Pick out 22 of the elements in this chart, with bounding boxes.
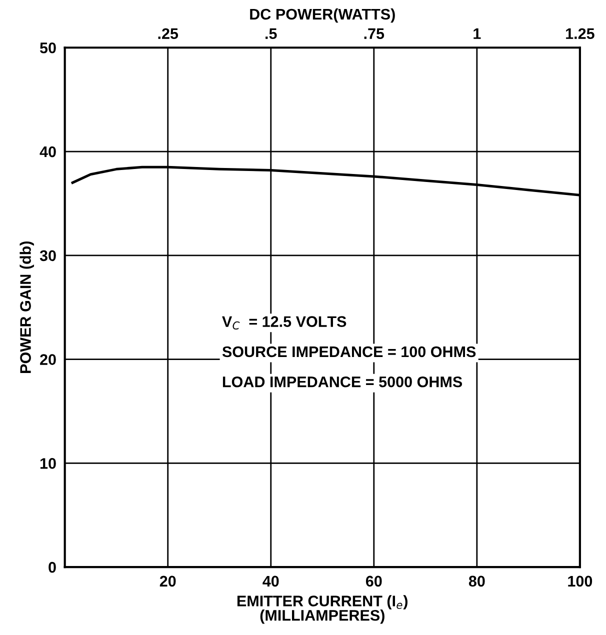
y-tick-label: 0 (48, 562, 56, 573)
x2-tick-label: .75 (364, 28, 384, 40)
y-axis-title: POWER GAIN (db) (20, 241, 34, 373)
x2-tick-label: .25 (158, 28, 178, 40)
x-tick-label: 20 (160, 576, 176, 587)
y-tick-label: 10 (40, 458, 56, 469)
annotation: V$_{C}$ = 12.5 VOLTS (222, 316, 346, 330)
annotation: SOURCE IMPEDANCE = 100 OHMS (222, 346, 476, 358)
annotation: LOAD IMPEDANCE = 5000 OHMS (222, 376, 462, 388)
x-tick-label: 100 (568, 576, 592, 587)
y-tick-label: 50 (40, 42, 56, 54)
y-tick-label: 30 (40, 250, 56, 262)
x2-axis-title: DC POWER(WATTS) (250, 8, 395, 23)
x2-tick-label: .5 (266, 28, 277, 40)
x2-tick-label: 1.25 (566, 28, 594, 40)
x-tick-label: 40 (262, 576, 279, 587)
y-tick-label: 40 (40, 146, 56, 158)
x-tick-label: 60 (366, 576, 382, 587)
x2-tick-label: 1 (474, 28, 481, 39)
x-tick-label: 80 (468, 576, 485, 587)
y-tick-label: 20 (40, 354, 56, 365)
text: EMITTER CURRENT (I$_{e}$) (MILLIAMPERES) (237, 595, 408, 624)
